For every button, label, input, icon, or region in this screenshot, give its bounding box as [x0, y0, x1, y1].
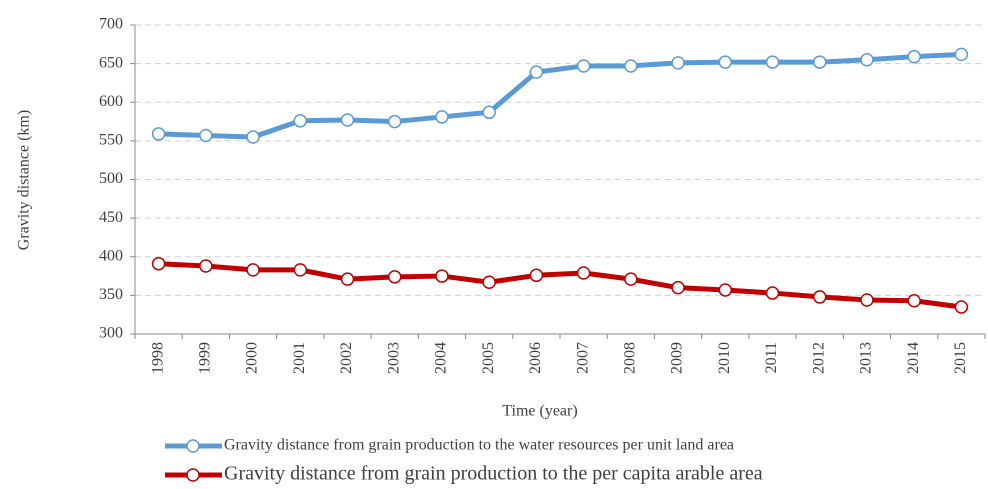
x-tick-label: 1999	[197, 342, 214, 374]
point	[199, 259, 213, 273]
x-tick-label: 2013	[858, 342, 875, 374]
x-tick-label: 2015	[952, 342, 969, 374]
point	[435, 110, 449, 124]
point	[671, 56, 685, 70]
y-tick-label: 350	[99, 286, 123, 303]
point	[340, 113, 355, 127]
x-tick-label: 2010	[716, 342, 733, 374]
x-tick-label: 2000	[244, 342, 261, 374]
legend-marker	[186, 468, 200, 482]
x-tick-label: 1998	[149, 342, 166, 374]
y-tick-label: 550	[99, 132, 123, 149]
point	[199, 128, 213, 143]
point	[576, 59, 591, 73]
point	[435, 269, 449, 283]
point	[151, 256, 166, 271]
point	[482, 105, 496, 120]
x-tick-label: 2003	[385, 342, 402, 374]
point	[340, 272, 355, 286]
point	[860, 53, 874, 67]
point	[765, 55, 780, 69]
legend-label: Gravity distance from grain production t…	[224, 463, 763, 485]
x-tick-label: 2012	[810, 342, 827, 374]
legend-marker	[186, 439, 200, 453]
point	[151, 127, 166, 141]
x-tick-label: 2006	[527, 342, 544, 374]
point	[718, 55, 733, 69]
x-tick-label: 2014	[905, 342, 922, 374]
point	[624, 59, 638, 73]
point	[860, 293, 874, 307]
point	[293, 114, 308, 128]
x-tick-label: 2008	[622, 342, 639, 374]
x-tick-label: 2002	[338, 342, 355, 374]
y-tick-label: 500	[99, 170, 123, 187]
x-tick-label: 2007	[574, 342, 591, 374]
y-tick-label: 650	[99, 54, 123, 71]
point	[529, 268, 544, 283]
point	[765, 286, 780, 300]
series-line	[158, 51, 962, 140]
y-tick-label: 300	[99, 325, 123, 342]
y-tick-label: 400	[99, 247, 123, 264]
y-tick-label: 450	[99, 209, 123, 226]
x-tick-label: 2001	[291, 342, 308, 374]
point	[387, 270, 402, 284]
point	[293, 263, 308, 277]
x-tick-label: 2009	[669, 342, 686, 374]
point	[624, 272, 638, 286]
point	[387, 114, 402, 129]
point	[718, 283, 733, 297]
point	[954, 300, 969, 314]
y-axis-label: Gravity distance (km)	[16, 110, 33, 250]
x-tick-label: 2005	[480, 342, 497, 374]
point	[812, 55, 827, 69]
x-tick-label: 2011	[763, 342, 780, 373]
x-tick-label: 2004	[433, 342, 450, 374]
point	[246, 130, 260, 144]
point	[954, 47, 969, 62]
point	[907, 294, 921, 308]
point	[671, 280, 685, 295]
legend-label: Gravity distance from grain production t…	[224, 437, 734, 454]
series-line	[158, 261, 962, 310]
y-tick-label: 700	[99, 16, 123, 33]
point	[907, 49, 921, 64]
point	[482, 275, 496, 289]
point	[246, 263, 260, 277]
x-axis-label: Time (year)	[502, 403, 577, 420]
point	[529, 65, 544, 79]
y-tick-label: 600	[99, 93, 123, 110]
point	[576, 266, 591, 280]
point	[812, 290, 827, 304]
